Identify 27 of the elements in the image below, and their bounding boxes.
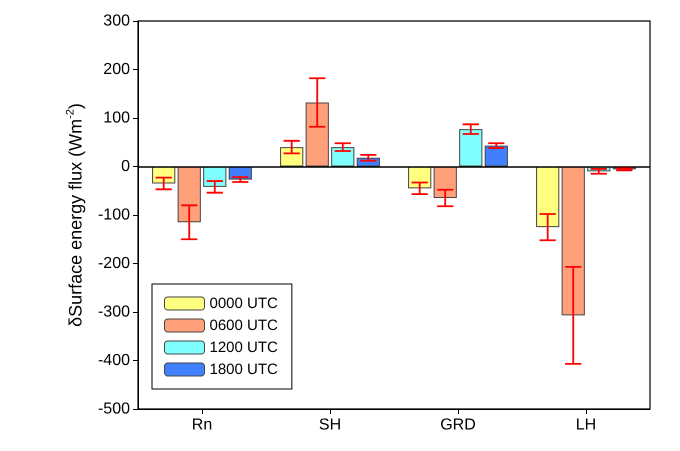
y-tick-label: 0 [121,158,130,175]
bar [536,166,560,228]
legend-label: 1800 UTC [210,361,278,378]
y-tick-label: -400 [98,352,130,369]
x-tick-label: SH [318,416,342,434]
y-tick-label: -100 [98,206,130,224]
y-tick-label: 200 [103,61,130,78]
y-tick-label: -300 [98,304,130,320]
legend-label: 1200 UTC [210,339,278,356]
bar [178,166,201,222]
bar [434,166,457,198]
x-tick-label: LH [576,416,596,434]
y-tick-label: 300 [103,12,130,30]
y-axis-title: δSurface energy flux (Wm-2) [64,103,86,327]
bar [280,147,304,166]
y-tick-label: -200 [98,255,130,272]
bar [484,146,508,166]
y-tick-label: -500 [98,400,130,418]
legend-label: 0000 UTC [210,295,278,312]
y-tick-label: 100 [103,110,130,126]
bar [306,102,329,166]
bar [562,166,585,316]
legend-label: 0600 UTC [210,317,278,334]
bar [459,129,482,166]
x-tick-label: GRD [440,416,476,434]
x-tick-label: Rn [192,416,212,434]
bar [331,147,354,166]
